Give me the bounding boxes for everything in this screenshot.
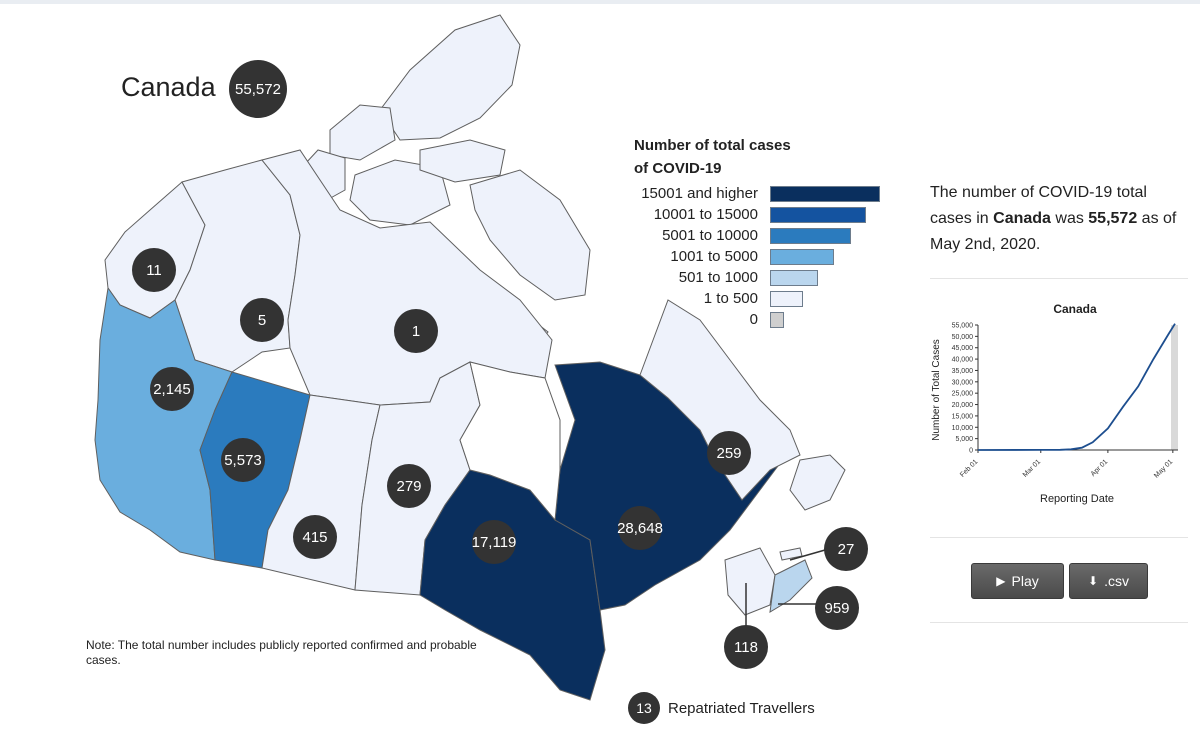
legend-color-bar: [770, 312, 784, 328]
csv-download-button[interactable]: ⬇ .csv: [1069, 563, 1148, 599]
bubble-pei[interactable]: 27: [824, 527, 868, 571]
island-ellesmere: [379, 14, 521, 141]
province-shapes: [94, 149, 846, 701]
bubble-alberta[interactable]: 5,573: [221, 438, 265, 482]
chart-highlight-band: [1171, 325, 1178, 450]
bubble-ns[interactable]: 959: [815, 586, 859, 630]
csv-button-label: .csv: [1104, 573, 1129, 589]
region-nwt: [174, 159, 301, 373]
legend-item-label: 0: [749, 311, 758, 328]
summary-part2: was: [1050, 210, 1089, 227]
chart-y-tick-label: 45,000: [952, 345, 974, 352]
divider-bottom: [930, 622, 1188, 623]
region-nb: [724, 547, 776, 616]
chart-y-tick-label: 0: [969, 448, 973, 455]
repatriated-label: Repatriated Travellers: [668, 699, 815, 717]
trend-chart: Canada Number of Total Cases Reporting D…: [931, 302, 1178, 505]
bubble-bc[interactable]: 2,145: [150, 367, 194, 411]
chart-y-tick-label: 10,000: [952, 425, 974, 432]
chart-x-tick-label: Mar 01: [1022, 458, 1042, 478]
legend-color-bar: [770, 186, 880, 202]
legend-item: 501 to 1000: [560, 268, 890, 288]
download-icon: ⬇: [1088, 574, 1099, 588]
play-icon: ▶: [996, 574, 1006, 588]
chart-series-line: [977, 323, 1176, 451]
canada-total-bubble: 55,572: [229, 60, 287, 118]
legend-title-line2: of COVID-19: [634, 160, 722, 177]
legend-item-label: 1001 to 5000: [670, 248, 758, 265]
legend-item: 15001 and higher: [560, 184, 890, 204]
legend-item: 10001 to 15000: [560, 205, 890, 225]
chart-y-tick-label: 35,000: [952, 368, 974, 375]
legend-color-bar: [770, 291, 803, 307]
top-rule: [0, 0, 1200, 4]
divider-top: [930, 278, 1188, 279]
bubble-yukon[interactable]: 11: [132, 248, 176, 292]
note-text: Note: The total number includes publicly…: [86, 638, 477, 667]
chart-y-tick-label: 5,000: [955, 436, 973, 443]
divider-middle: [930, 537, 1188, 538]
bubble-ontario[interactable]: 17,119: [472, 520, 516, 564]
map-title: Canada: [121, 72, 216, 102]
canada-map: [94, 14, 846, 701]
region-ns: [769, 559, 813, 613]
region-hudson-bay: [459, 361, 561, 522]
bubble-saskatchewan[interactable]: 415: [293, 515, 337, 559]
chart-y-tick-label: 30,000: [952, 379, 974, 386]
bubble-manitoba[interactable]: 279: [387, 464, 431, 508]
legend-color-bar: [770, 207, 866, 223]
play-button-label: Play: [1011, 573, 1039, 589]
play-button[interactable]: ▶ Play: [971, 563, 1064, 599]
summary-total: 55,572: [1088, 210, 1138, 227]
legend-title: Number of total cases of COVID-19: [634, 134, 791, 180]
chart-y-tick-label: 55,000: [952, 323, 974, 330]
legend-item-label: 5001 to 10000: [662, 227, 758, 244]
summary-region: Canada: [993, 210, 1051, 227]
repatriated-bubble: 13: [628, 692, 660, 724]
bubble-nunavut[interactable]: 1: [394, 309, 438, 353]
region-nl: [639, 299, 846, 511]
chart-y-tick-label: 50,000: [952, 334, 974, 341]
chart-y-tick-label: 40,000: [952, 357, 974, 364]
legend-title-line1: Number of total cases: [634, 137, 791, 154]
island-devon: [419, 139, 506, 183]
repatriated-travellers: 13 Repatriated Travellers: [628, 692, 815, 724]
chart-title: Canada: [1053, 302, 1097, 316]
chart-x-tick-label: Apr 01: [1090, 458, 1110, 478]
legend-item: 1001 to 5000: [560, 247, 890, 267]
bubble-nwt[interactable]: 5: [240, 298, 284, 342]
legend-color-bar: [770, 228, 851, 244]
summary-text: The number of COVID-19 total cases in Ca…: [930, 180, 1188, 258]
chart-x-tick-label: May 01: [1153, 458, 1174, 479]
island-baffin: [469, 169, 591, 301]
bubble-nb[interactable]: 118: [724, 625, 768, 669]
legend-item-label: 1 to 500: [703, 290, 758, 307]
legend-item-label: 15001 and higher: [641, 185, 758, 202]
chart-y-tick-label: 20,000: [952, 402, 974, 409]
chart-ylabel: Number of Total Cases: [931, 339, 942, 441]
chart-xlabel: Reporting Date: [1040, 493, 1114, 505]
legend-item-label: 10001 to 15000: [653, 206, 758, 223]
summary-part1: The number of COVID-19 total cases in: [930, 184, 1147, 227]
chart-y-tick-label: 25,000: [952, 391, 974, 398]
legend-item: 0: [560, 310, 890, 330]
bubble-nl[interactable]: 259: [707, 431, 751, 475]
island-victoria: [349, 159, 451, 226]
bubble-quebec[interactable]: 28,648: [617, 506, 663, 550]
chart-y-tick-label: 15,000: [952, 413, 974, 420]
legend-color-bar: [770, 270, 818, 286]
summary-part3: as of May 2nd, 2020.: [930, 210, 1177, 253]
island-axel: [329, 104, 396, 161]
legend-color-bar: [770, 249, 834, 265]
legend-item: 5001 to 10000: [560, 226, 890, 246]
chart-x-tick-label: Feb 01: [959, 458, 979, 478]
legend-item-label: 501 to 1000: [678, 269, 758, 286]
legend-item: 1 to 500: [560, 289, 890, 309]
